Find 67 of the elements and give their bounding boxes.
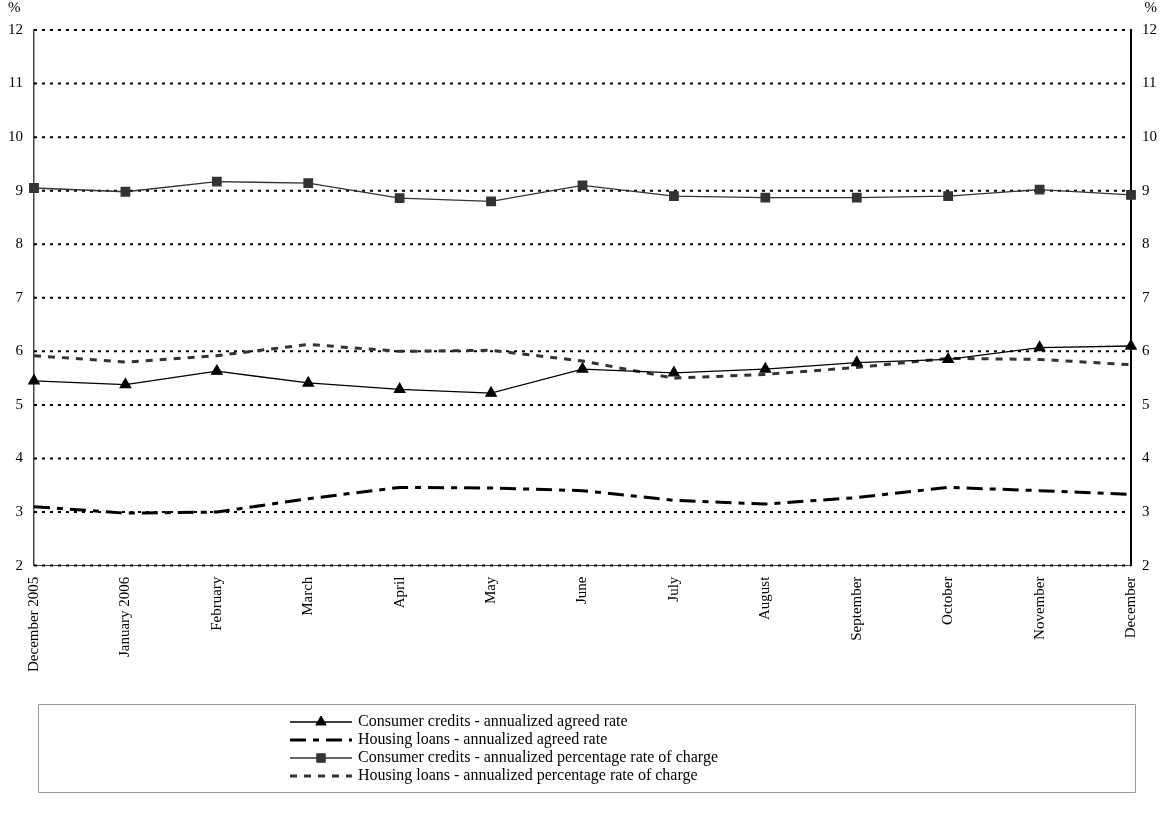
point bbox=[668, 366, 680, 377]
y-tick-label: 4 bbox=[15, 449, 24, 466]
y2-tick-label: 6 bbox=[1142, 342, 1150, 359]
y2-tick-label: 3 bbox=[1142, 503, 1150, 519]
point bbox=[210, 364, 223, 375]
y-tick-label: 5 bbox=[15, 395, 23, 412]
point bbox=[120, 186, 131, 197]
point bbox=[394, 193, 405, 204]
point bbox=[119, 377, 132, 389]
point bbox=[303, 178, 314, 189]
x-tick-label: May bbox=[482, 576, 499, 605]
point bbox=[1033, 340, 1046, 352]
x-tick-label: December bbox=[1121, 576, 1138, 639]
x-tick-label: November bbox=[1030, 576, 1047, 640]
y-tick-label: 3 bbox=[15, 503, 23, 519]
y2-tick-label: 4 bbox=[1142, 449, 1150, 466]
x-tick-label: February bbox=[207, 576, 224, 631]
point bbox=[1034, 184, 1045, 195]
point bbox=[760, 192, 771, 203]
y2-tick-label: 2 bbox=[1142, 556, 1150, 573]
point bbox=[393, 382, 406, 394]
point bbox=[669, 191, 679, 201]
point bbox=[851, 192, 862, 203]
point bbox=[1125, 339, 1137, 350]
legend-label: Housing loans - annualized percentage rate of charge bbox=[358, 766, 698, 785]
x-tick-label: October bbox=[939, 576, 956, 625]
y-tick-label: 10 bbox=[8, 128, 23, 145]
y-tick-label: 6 bbox=[15, 342, 24, 359]
x-tick-label: March bbox=[299, 576, 316, 616]
x-tick-label: June bbox=[573, 576, 590, 605]
legend-label: Housing loans - annualized agreed rate bbox=[358, 730, 608, 749]
point bbox=[759, 362, 772, 373]
point bbox=[302, 376, 315, 387]
y-tick-label: 9 bbox=[15, 181, 23, 198]
point bbox=[28, 374, 40, 385]
x-tick-label: September bbox=[847, 576, 864, 641]
y2-axis-title: % bbox=[1144, 0, 1157, 16]
point bbox=[485, 386, 497, 397]
y-tick-label: 2 bbox=[15, 556, 23, 573]
point bbox=[943, 191, 954, 201]
y2-tick-label: 8 bbox=[1142, 235, 1150, 252]
y2-tick-label: 11 bbox=[1142, 74, 1157, 91]
point bbox=[576, 362, 589, 373]
y-axis-title: % bbox=[8, 0, 21, 16]
x-tick-label: August bbox=[756, 575, 773, 620]
point bbox=[850, 355, 863, 367]
point bbox=[942, 352, 955, 364]
y-tick-label: 7 bbox=[15, 288, 24, 305]
point bbox=[486, 196, 496, 207]
y-tick-label: 11 bbox=[8, 74, 23, 91]
x-tick-label: December 2005 bbox=[24, 576, 41, 673]
legend-label: Consumer credits - annualized percentage rate of charge bbox=[358, 748, 718, 767]
point bbox=[577, 180, 588, 191]
y2-tick-label: 10 bbox=[1142, 128, 1157, 145]
y2-tick-label: 9 bbox=[1142, 181, 1150, 198]
y2-tick-label: 12 bbox=[1142, 20, 1157, 37]
point bbox=[1126, 190, 1136, 200]
y-tick-label: 8 bbox=[15, 235, 23, 252]
point bbox=[211, 176, 222, 187]
point bbox=[29, 183, 39, 193]
y-tick-label: 12 bbox=[8, 20, 23, 37]
y2-tick-label: 7 bbox=[1142, 288, 1150, 305]
y2-tick-label: 5 bbox=[1142, 395, 1150, 412]
x-tick-label: April bbox=[390, 576, 407, 609]
x-tick-label: January 2006 bbox=[116, 576, 133, 658]
x-tick-label: July bbox=[664, 576, 681, 602]
legend-label: Consumer credits - annualized agreed rate bbox=[358, 712, 628, 731]
